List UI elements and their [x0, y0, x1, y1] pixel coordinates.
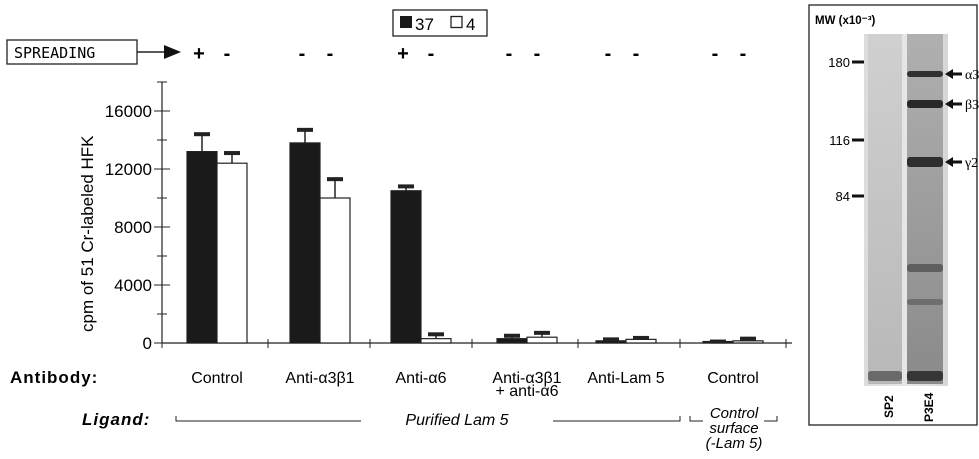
x-tick-label: Anti-α3β1 — [285, 370, 354, 387]
spreading-mark: - — [740, 43, 747, 65]
spreading-mark: - — [327, 43, 334, 65]
spreading-label: SPREADING — [14, 44, 95, 62]
bar-4 — [216, 162, 248, 344]
gel-lane-sp2 — [868, 34, 902, 384]
spreading-indicator: SPREADING — [6, 39, 181, 65]
ligand-group-label: (-Lam 5) — [706, 435, 763, 452]
y-tick-label: 16000 — [105, 102, 152, 121]
bar-37 — [289, 142, 321, 344]
error-bar-cap — [534, 330, 550, 335]
spreading-mark: - — [712, 43, 719, 65]
legend-filled-swatch — [400, 16, 412, 28]
ligand-group-label: surface — [709, 420, 758, 437]
bar-4 — [319, 197, 351, 344]
error-bar-cap — [398, 184, 414, 189]
ligand-group-label: Control — [710, 405, 759, 422]
error-bar-cap — [633, 335, 649, 340]
gel-band — [907, 371, 943, 381]
legend-label-4: 4 — [466, 15, 475, 34]
x-tick-label-line2: + anti-α6 — [495, 383, 558, 400]
gel-band-label: γ2 — [964, 156, 978, 171]
error-bar-cap — [504, 333, 520, 338]
y-tick-label: 4000 — [114, 276, 152, 295]
x-tick-label: Anti-Lam 5 — [587, 370, 664, 387]
bar-37 — [390, 190, 422, 344]
gel-band-arrow-head — [945, 157, 953, 167]
spreading-mark: - — [506, 43, 513, 65]
y-tick-label: 8000 — [114, 218, 152, 237]
gel-lane-p3e4 — [907, 34, 943, 384]
spreading-mark: - — [605, 43, 612, 65]
spreading-arrow-head — [164, 45, 181, 59]
ligand-bracket-right — [553, 416, 681, 422]
gel-marker-tick — [852, 60, 864, 64]
spreading-mark: - — [224, 43, 231, 65]
gel-band-arrow-head — [945, 99, 953, 109]
gel-marker-label: 180 — [828, 55, 850, 70]
x-tick-label: Anti-α6 — [395, 370, 446, 387]
bar-4 — [526, 336, 558, 344]
gel-band-label: β3 — [965, 98, 979, 113]
ligand-bracket-left — [175, 416, 361, 422]
ligand-row-label: Ligand: — [82, 410, 150, 429]
gel-band-label: α3 — [965, 68, 979, 83]
spreading-mark: - — [299, 43, 306, 65]
y-axis-label: cpm of 51 Cr-labeled HFK — [78, 135, 97, 332]
gel-band — [907, 299, 943, 305]
spreading-mark: - — [534, 43, 541, 65]
spreading-mark: - — [633, 43, 640, 65]
error-bar-cap — [428, 332, 444, 337]
legend-open-swatch — [450, 15, 463, 29]
x-tick-label: Control — [707, 370, 759, 387]
x-tick-label: Control — [191, 370, 243, 387]
gel-mw-markers: 180 116 84 — [828, 55, 864, 204]
spreading-mark: + — [193, 43, 205, 65]
legend-label-37: 37 — [415, 15, 434, 34]
x-tick-labels: Control Anti-α3β1 Anti-α6 Anti-α3β1+ anti-α… — [191, 370, 759, 400]
error-bar-cap — [194, 132, 210, 137]
gel-band — [907, 264, 943, 272]
gel-band — [907, 100, 943, 108]
gel-band-arrows: α3 β3 γ2 — [945, 68, 979, 171]
gel-marker-tick — [852, 194, 864, 198]
gel-marker-label: 116 — [829, 133, 850, 148]
gel-lane-label-p3e4: P3E4 — [922, 392, 936, 422]
gel-lane-label-sp2: SP2 — [882, 395, 896, 418]
error-bar-cap — [740, 336, 756, 341]
y-tick-label: 12000 — [105, 160, 152, 179]
gel-mw-label: MW (x10⁻³) — [815, 15, 876, 27]
x-tick-label: Anti-α3β1 — [492, 370, 561, 387]
error-bar-cap — [297, 127, 313, 132]
error-bar-cap — [603, 337, 619, 342]
error-bar-cap — [327, 177, 343, 182]
bar-37 — [186, 151, 218, 344]
error-bar-cap — [224, 151, 240, 156]
ligand-bracket-right — [764, 416, 778, 422]
bar-37 — [496, 338, 528, 344]
gel-band — [868, 371, 902, 381]
gel-marker-tick — [852, 138, 864, 142]
gel-bands — [868, 71, 943, 381]
antibody-row-label: Antibody: — [10, 368, 98, 387]
spreading-box — [6, 39, 138, 65]
legend: 37 4 — [392, 9, 488, 37]
ligand-group-label: Purified Lam 5 — [405, 412, 508, 429]
ligand-bracket-left — [689, 416, 703, 422]
chart-bars — [186, 127, 764, 344]
gel-band — [907, 157, 943, 167]
gel-band — [907, 71, 943, 77]
spreading-mark: - — [428, 43, 435, 65]
bar-4 — [420, 338, 452, 344]
chart-axes: 0 4000 8000 12000 16000 — [105, 81, 792, 353]
spreading-marks: + - - - + - - - - - - - — [193, 43, 746, 65]
gel-band-arrow-head — [945, 69, 953, 79]
error-bar-cap — [710, 339, 726, 344]
gel-marker-label: 84 — [836, 189, 850, 204]
bar-4 — [732, 340, 764, 344]
gel-panel: MW (x10⁻³) 180 116 84 α3 β3 γ2 SP2 P3E4 — [808, 4, 979, 426]
y-tick-label: 0 — [143, 334, 152, 353]
spreading-mark: + — [397, 43, 409, 65]
